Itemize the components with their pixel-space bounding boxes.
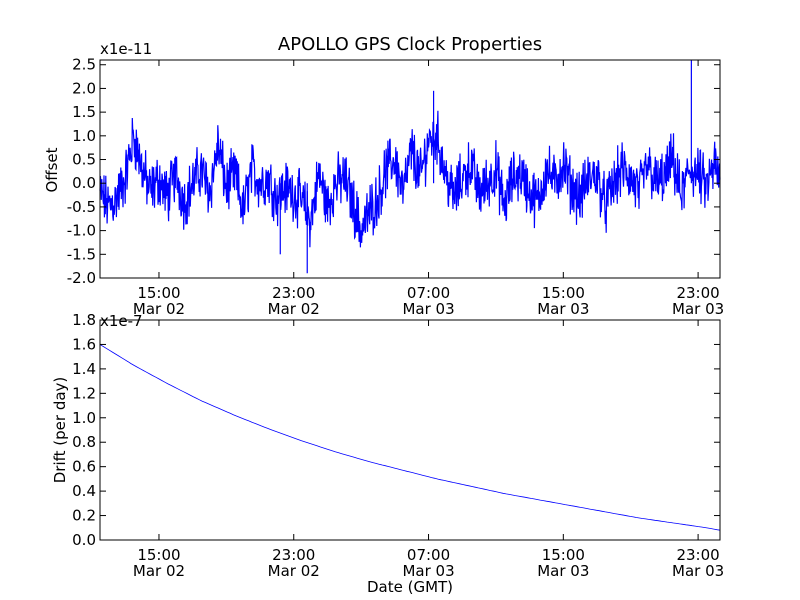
offset-xtick-date-label: Mar 02 — [133, 300, 185, 318]
drift-ytick-label: 1.0 — [72, 409, 96, 427]
offset-xtick-time-label: 23:00 — [676, 284, 719, 302]
offset-ytick-label: -0.5 — [67, 198, 96, 216]
offset-ytick-label: -2.0 — [67, 269, 96, 287]
offset-series-line — [99, 110, 721, 248]
drift-xtick-date-label: Mar 02 — [268, 562, 320, 580]
drift-ytick-label: 1.2 — [72, 384, 96, 402]
drift-xtick-date-label: Mar 02 — [133, 562, 185, 580]
drift-y-axis-label: Drift (per day) — [51, 377, 69, 484]
offset-xtick-time-label: 07:00 — [407, 284, 450, 302]
offset-xtick-time-label: 23:00 — [272, 284, 315, 302]
drift-ytick-label: 0.0 — [72, 531, 96, 549]
drift-xtick-time-label: 07:00 — [407, 546, 450, 564]
drift-series-line — [99, 344, 721, 531]
offset-xtick-time-label: 15:00 — [137, 284, 180, 302]
offset-panel: x1e-11 Offset -2.0 -1.5 -1.0 -0.5 0.0 0.5 1.0 1… — [43, 40, 724, 318]
offset-xtick-date-label: Mar 03 — [672, 300, 724, 318]
drift-xtick-date-label: Mar 03 — [537, 562, 589, 580]
drift-plot-frame — [99, 319, 721, 541]
drift-panel: x1e-7 Drift (per day) 0.0 0.2 0.4 0.6 0.8 1.0… — [51, 311, 724, 596]
chart-title: APOLLO GPS Clock Properties — [278, 34, 542, 55]
drift-ytick-label: 1.6 — [72, 335, 96, 353]
drift-ytick-label: 1.8 — [72, 311, 96, 329]
offset-ytick-label: 0.5 — [72, 151, 96, 169]
drift-xtick-time-label: 23:00 — [676, 546, 719, 564]
offset-multiplier-label: x1e-11 — [100, 40, 152, 58]
drift-ytick-label: 1.4 — [72, 360, 96, 378]
drift-ytick-label: 0.8 — [72, 433, 96, 451]
drift-xtick-time-label: 15:00 — [542, 546, 585, 564]
offset-ytick-label: 2.5 — [72, 56, 96, 74]
drift-xtick-date-label: Mar 03 — [672, 562, 724, 580]
offset-xtick-date-label: Mar 03 — [537, 300, 589, 318]
offset-ytick-label: -1.0 — [67, 222, 96, 240]
offset-ytick-label: 1.5 — [72, 103, 96, 121]
drift-multiplier-label: x1e-7 — [100, 312, 143, 330]
offset-ytick-label: -1.5 — [67, 245, 96, 263]
offset-plot-frame — [99, 59, 721, 279]
offset-xtick-date-label: Mar 03 — [402, 300, 454, 318]
offset-ytick-label: 1.0 — [72, 127, 96, 145]
drift-ytick-label: 0.6 — [72, 458, 96, 476]
offset-ytick-label: 0.0 — [72, 174, 96, 192]
offset-xtick-time-label: 15:00 — [542, 284, 585, 302]
offset-ytick-label: 2.0 — [72, 79, 96, 97]
drift-x-axis-label: Date (GMT) — [367, 578, 453, 596]
offset-xtick-date-label: Mar 02 — [268, 300, 320, 318]
drift-ytick-label: 0.4 — [72, 482, 96, 500]
drift-xtick-date-label: Mar 03 — [402, 562, 454, 580]
drift-xtick-time-label: 23:00 — [272, 546, 315, 564]
drift-xtick-time-label: 15:00 — [137, 546, 180, 564]
drift-ytick-label: 0.2 — [72, 507, 96, 525]
offset-y-axis-label: Offset — [43, 147, 61, 192]
